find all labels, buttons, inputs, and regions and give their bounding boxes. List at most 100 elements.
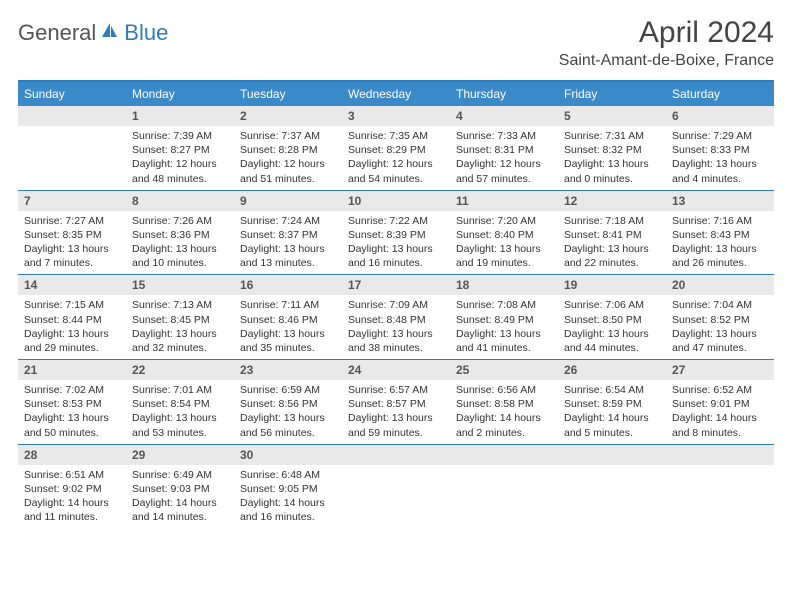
day-details: Sunrise: 6:48 AMSunset: 9:05 PMDaylight:… bbox=[234, 465, 342, 529]
sunrise-text: Sunrise: 6:54 AM bbox=[564, 383, 660, 397]
sunset-text: Sunset: 8:52 PM bbox=[672, 313, 768, 327]
sunrise-text: Sunrise: 6:57 AM bbox=[348, 383, 444, 397]
calendar-cell: 28Sunrise: 6:51 AMSunset: 9:02 PMDayligh… bbox=[18, 445, 126, 529]
sunrise-text: Sunrise: 6:59 AM bbox=[240, 383, 336, 397]
weekday-header: Friday bbox=[558, 82, 666, 106]
daylight-text: Daylight: 14 hours and 5 minutes. bbox=[564, 411, 660, 439]
sunrise-text: Sunrise: 6:48 AM bbox=[240, 468, 336, 482]
day-details: Sunrise: 7:06 AMSunset: 8:50 PMDaylight:… bbox=[558, 295, 666, 359]
daylight-text: Daylight: 13 hours and 22 minutes. bbox=[564, 242, 660, 270]
day-details: Sunrise: 6:56 AMSunset: 8:58 PMDaylight:… bbox=[450, 380, 558, 444]
day-number: 21 bbox=[18, 360, 126, 380]
sunrise-text: Sunrise: 7:29 AM bbox=[672, 129, 768, 143]
calendar-cell: 23Sunrise: 6:59 AMSunset: 8:56 PMDayligh… bbox=[234, 360, 342, 444]
calendar-cell: 30Sunrise: 6:48 AMSunset: 9:05 PMDayligh… bbox=[234, 445, 342, 529]
day-number: 17 bbox=[342, 275, 450, 295]
calendar-cell bbox=[666, 445, 774, 529]
sail-icon bbox=[100, 21, 120, 46]
sunset-text: Sunset: 9:05 PM bbox=[240, 482, 336, 496]
calendar-cell bbox=[450, 445, 558, 529]
day-number: 5 bbox=[558, 106, 666, 126]
day-details: Sunrise: 7:33 AMSunset: 8:31 PMDaylight:… bbox=[450, 126, 558, 190]
day-details: Sunrise: 6:49 AMSunset: 9:03 PMDaylight:… bbox=[126, 465, 234, 529]
weekday-header: Saturday bbox=[666, 82, 774, 106]
day-number: 27 bbox=[666, 360, 774, 380]
weekday-header: Tuesday bbox=[234, 82, 342, 106]
calendar-body: 1Sunrise: 7:39 AMSunset: 8:27 PMDaylight… bbox=[18, 106, 774, 528]
daylight-text: Daylight: 13 hours and 59 minutes. bbox=[348, 411, 444, 439]
day-number: 22 bbox=[126, 360, 234, 380]
daylight-text: Daylight: 14 hours and 11 minutes. bbox=[24, 496, 120, 524]
day-number: 3 bbox=[342, 106, 450, 126]
sunset-text: Sunset: 8:56 PM bbox=[240, 397, 336, 411]
calendar-cell: 9Sunrise: 7:24 AMSunset: 8:37 PMDaylight… bbox=[234, 191, 342, 275]
calendar-cell: 26Sunrise: 6:54 AMSunset: 8:59 PMDayligh… bbox=[558, 360, 666, 444]
day-details: Sunrise: 7:11 AMSunset: 8:46 PMDaylight:… bbox=[234, 295, 342, 359]
day-number: 4 bbox=[450, 106, 558, 126]
sunset-text: Sunset: 8:53 PM bbox=[24, 397, 120, 411]
daylight-text: Daylight: 13 hours and 38 minutes. bbox=[348, 327, 444, 355]
day-number: 11 bbox=[450, 191, 558, 211]
sunrise-text: Sunrise: 7:22 AM bbox=[348, 214, 444, 228]
sunrise-text: Sunrise: 7:04 AM bbox=[672, 298, 768, 312]
sunset-text: Sunset: 8:31 PM bbox=[456, 143, 552, 157]
sunset-text: Sunset: 8:41 PM bbox=[564, 228, 660, 242]
calendar-cell: 17Sunrise: 7:09 AMSunset: 8:48 PMDayligh… bbox=[342, 275, 450, 359]
brand-logo: General Blue bbox=[18, 16, 168, 46]
sunset-text: Sunset: 9:03 PM bbox=[132, 482, 228, 496]
daylight-text: Daylight: 13 hours and 26 minutes. bbox=[672, 242, 768, 270]
sunrise-text: Sunrise: 7:01 AM bbox=[132, 383, 228, 397]
sunset-text: Sunset: 8:45 PM bbox=[132, 313, 228, 327]
calendar-cell bbox=[558, 445, 666, 529]
sunset-text: Sunset: 8:50 PM bbox=[564, 313, 660, 327]
title-block: April 2024 Saint-Amant-de-Boixe, France bbox=[559, 16, 774, 70]
calendar-grid: Sunday Monday Tuesday Wednesday Thursday… bbox=[18, 80, 774, 528]
sunrise-text: Sunrise: 6:56 AM bbox=[456, 383, 552, 397]
day-details: Sunrise: 7:01 AMSunset: 8:54 PMDaylight:… bbox=[126, 380, 234, 444]
weekday-header: Thursday bbox=[450, 82, 558, 106]
daylight-text: Daylight: 13 hours and 35 minutes. bbox=[240, 327, 336, 355]
calendar-cell: 24Sunrise: 6:57 AMSunset: 8:57 PMDayligh… bbox=[342, 360, 450, 444]
sunset-text: Sunset: 8:39 PM bbox=[348, 228, 444, 242]
sunrise-text: Sunrise: 7:35 AM bbox=[348, 129, 444, 143]
calendar-cell: 20Sunrise: 7:04 AMSunset: 8:52 PMDayligh… bbox=[666, 275, 774, 359]
day-number: 30 bbox=[234, 445, 342, 465]
day-details: Sunrise: 6:59 AMSunset: 8:56 PMDaylight:… bbox=[234, 380, 342, 444]
calendar-cell: 13Sunrise: 7:16 AMSunset: 8:43 PMDayligh… bbox=[666, 191, 774, 275]
day-number: 24 bbox=[342, 360, 450, 380]
day-number bbox=[342, 445, 450, 465]
sunset-text: Sunset: 8:37 PM bbox=[240, 228, 336, 242]
day-details: Sunrise: 7:26 AMSunset: 8:36 PMDaylight:… bbox=[126, 211, 234, 275]
sunset-text: Sunset: 8:43 PM bbox=[672, 228, 768, 242]
calendar-cell: 3Sunrise: 7:35 AMSunset: 8:29 PMDaylight… bbox=[342, 106, 450, 190]
day-number bbox=[666, 445, 774, 465]
calendar-cell: 14Sunrise: 7:15 AMSunset: 8:44 PMDayligh… bbox=[18, 275, 126, 359]
calendar-cell: 19Sunrise: 7:06 AMSunset: 8:50 PMDayligh… bbox=[558, 275, 666, 359]
sunset-text: Sunset: 8:32 PM bbox=[564, 143, 660, 157]
day-details: Sunrise: 7:37 AMSunset: 8:28 PMDaylight:… bbox=[234, 126, 342, 190]
daylight-text: Daylight: 12 hours and 48 minutes. bbox=[132, 157, 228, 185]
day-number: 15 bbox=[126, 275, 234, 295]
calendar-cell: 8Sunrise: 7:26 AMSunset: 8:36 PMDaylight… bbox=[126, 191, 234, 275]
daylight-text: Daylight: 13 hours and 16 minutes. bbox=[348, 242, 444, 270]
sunrise-text: Sunrise: 6:52 AM bbox=[672, 383, 768, 397]
calendar-cell: 7Sunrise: 7:27 AMSunset: 8:35 PMDaylight… bbox=[18, 191, 126, 275]
sunset-text: Sunset: 8:40 PM bbox=[456, 228, 552, 242]
month-title: April 2024 bbox=[559, 16, 774, 50]
calendar-cell: 18Sunrise: 7:08 AMSunset: 8:49 PMDayligh… bbox=[450, 275, 558, 359]
brand-part2: Blue bbox=[124, 20, 168, 46]
day-details: Sunrise: 7:16 AMSunset: 8:43 PMDaylight:… bbox=[666, 211, 774, 275]
sunrise-text: Sunrise: 7:31 AM bbox=[564, 129, 660, 143]
day-details: Sunrise: 7:08 AMSunset: 8:49 PMDaylight:… bbox=[450, 295, 558, 359]
day-number: 1 bbox=[126, 106, 234, 126]
calendar-cell: 12Sunrise: 7:18 AMSunset: 8:41 PMDayligh… bbox=[558, 191, 666, 275]
calendar-cell: 15Sunrise: 7:13 AMSunset: 8:45 PMDayligh… bbox=[126, 275, 234, 359]
day-details: Sunrise: 6:51 AMSunset: 9:02 PMDaylight:… bbox=[18, 465, 126, 529]
day-details: Sunrise: 7:09 AMSunset: 8:48 PMDaylight:… bbox=[342, 295, 450, 359]
brand-part1: General bbox=[18, 20, 96, 46]
calendar-cell: 11Sunrise: 7:20 AMSunset: 8:40 PMDayligh… bbox=[450, 191, 558, 275]
day-details: Sunrise: 7:35 AMSunset: 8:29 PMDaylight:… bbox=[342, 126, 450, 190]
sunrise-text: Sunrise: 7:33 AM bbox=[456, 129, 552, 143]
daylight-text: Daylight: 13 hours and 10 minutes. bbox=[132, 242, 228, 270]
day-details: Sunrise: 7:27 AMSunset: 8:35 PMDaylight:… bbox=[18, 211, 126, 275]
